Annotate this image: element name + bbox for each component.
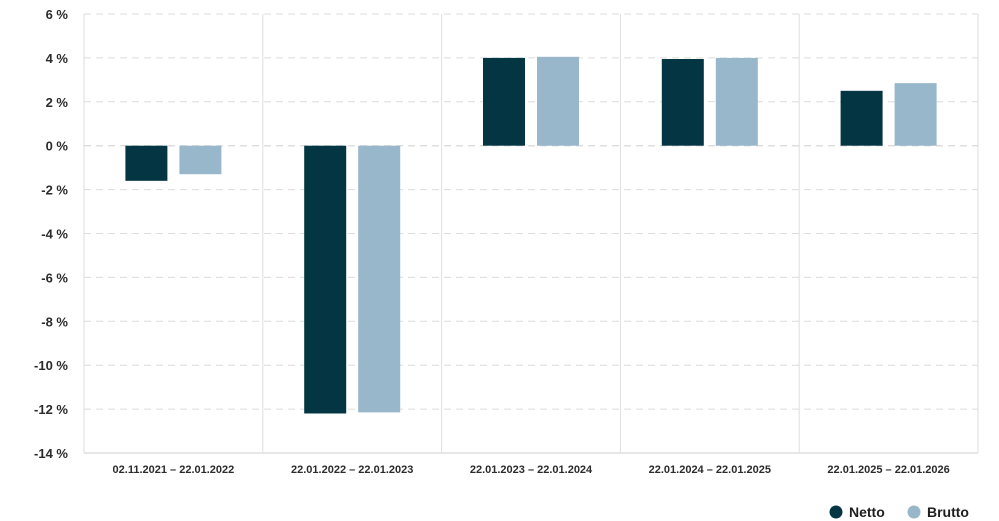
y-tick-label: 6 % — [46, 7, 69, 22]
bar-netto[interactable] — [840, 90, 883, 146]
y-tick-label: -12 % — [34, 402, 68, 417]
x-tick-label: 22.01.2022 – 22.01.2023 — [291, 464, 413, 476]
bar-brutto[interactable] — [179, 145, 222, 175]
bars — [125, 56, 937, 414]
bar-netto[interactable] — [483, 57, 525, 146]
bar-brutto[interactable] — [358, 145, 401, 413]
y-tick-label: -4 % — [41, 227, 68, 242]
x-axis: 02.11.2021 – 22.01.2022 22.01.2022 – 22.0… — [113, 464, 950, 476]
y-tick-label: 0 % — [46, 139, 69, 154]
x-tick-label: 22.01.2024 – 22.01.2025 — [649, 464, 771, 476]
y-tick-label: 2 % — [46, 95, 69, 110]
y-tick-label: -6 % — [41, 270, 68, 285]
y-tick-label: -14 % — [34, 446, 68, 461]
x-tick-label: 22.01.2025 – 22.01.2026 — [827, 464, 949, 476]
bar-brutto[interactable] — [537, 56, 579, 146]
bar-netto[interactable] — [661, 58, 704, 146]
bar-netto[interactable] — [304, 145, 347, 414]
x-tick-label: 22.01.2023 – 22.01.2024 — [470, 464, 593, 476]
legend-label-netto[interactable]: Netto — [849, 504, 885, 520]
x-tick-label: 02.11.2021 – 22.01.2022 — [113, 464, 235, 476]
y-tick-label: -2 % — [41, 183, 68, 198]
legend-marker-brutto[interactable] — [907, 505, 921, 519]
legend-label-brutto[interactable]: Brutto — [927, 504, 969, 520]
grid — [83, 13, 979, 454]
bar-brutto[interactable] — [715, 57, 758, 146]
y-tick-label: -8 % — [41, 314, 68, 329]
y-tick-label: -10 % — [34, 358, 68, 373]
bar-netto[interactable] — [125, 145, 168, 181]
y-axis: 6 % 4 % 2 % 0 % -2 % -4 % -6 % -8 % -10 % -12 % -1… — [34, 7, 68, 461]
legend-marker-netto[interactable] — [829, 505, 843, 519]
legend: Netto Brutto — [829, 504, 969, 520]
y-tick-label: 4 % — [46, 51, 69, 66]
bar-brutto[interactable] — [894, 83, 937, 146]
